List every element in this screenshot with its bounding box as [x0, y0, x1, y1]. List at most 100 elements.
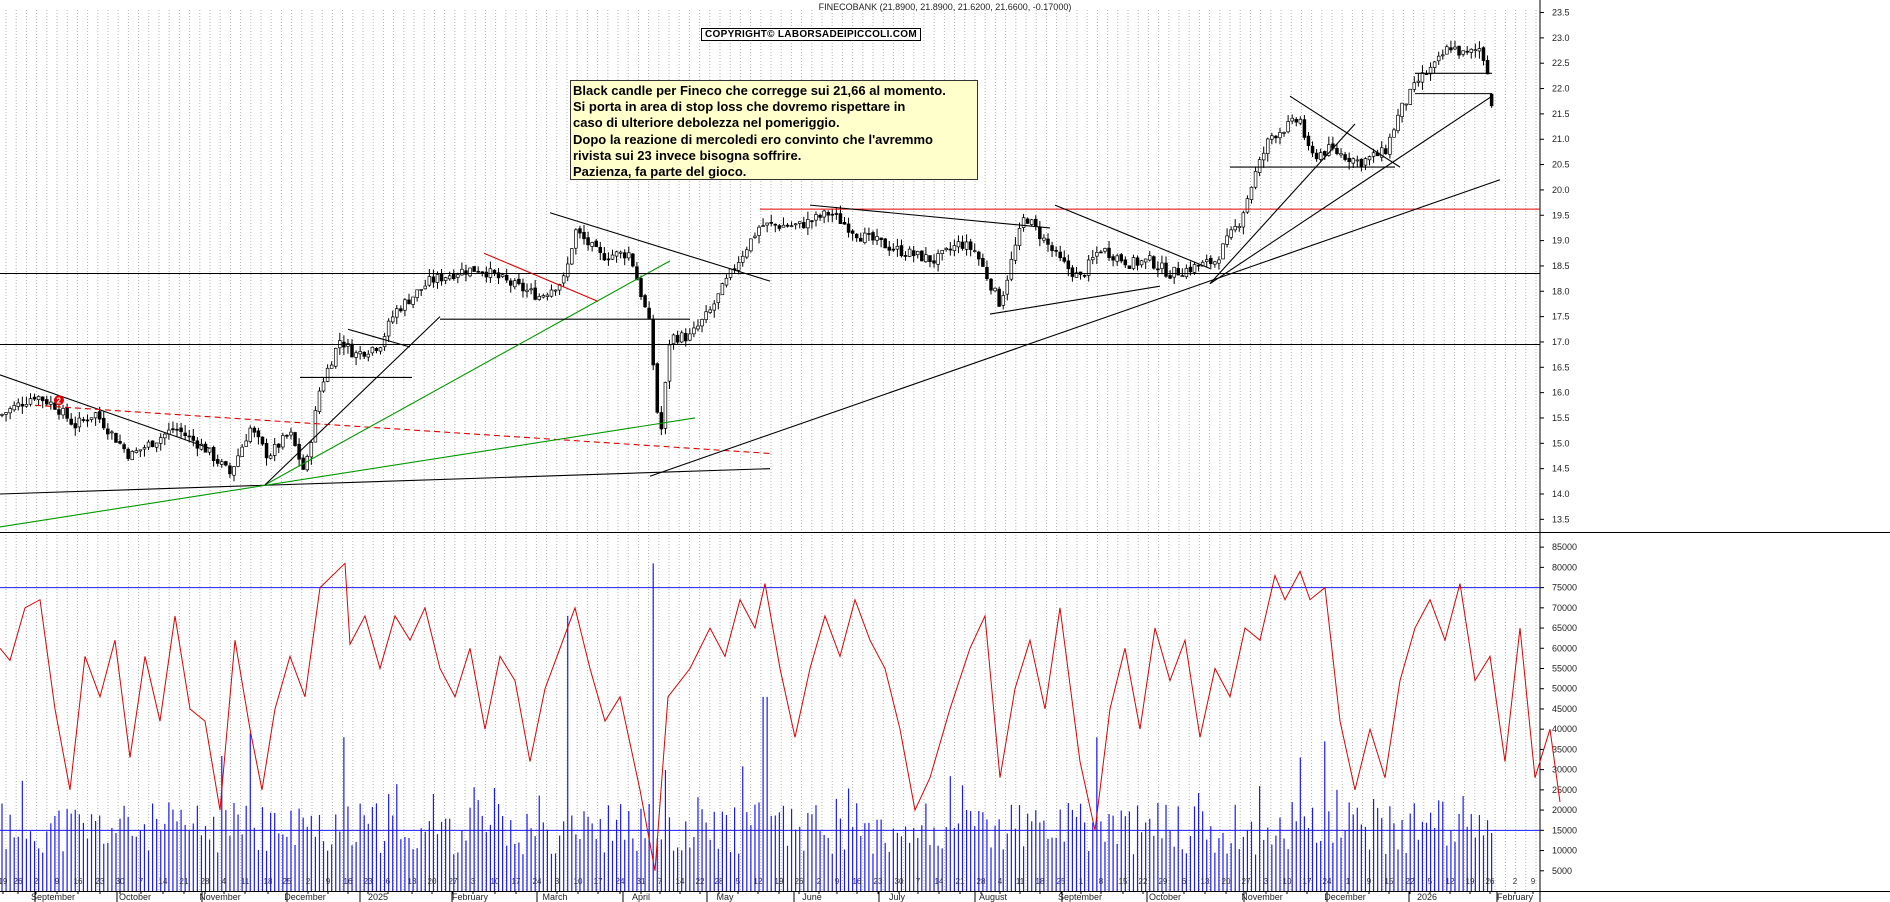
candle-body [1445, 46, 1449, 55]
trendline [989, 285, 1161, 315]
candle-body [606, 258, 611, 261]
day-label: 13 [408, 877, 417, 886]
day-label: 24 [533, 877, 542, 886]
candle-body [533, 287, 537, 300]
candle-body [1241, 212, 1246, 228]
candle-body [1253, 171, 1258, 188]
candle-body [1042, 237, 1046, 241]
candle-body [1225, 235, 1229, 245]
candle-body [228, 465, 232, 475]
price-tick-label: 15.0 [1552, 438, 1570, 448]
candle-body [688, 333, 692, 341]
candle-body [993, 287, 997, 292]
trendline [1209, 123, 1356, 285]
month-label: September [31, 892, 75, 902]
candle-body [655, 363, 660, 413]
volume-tick-label: 50000 [1552, 684, 1577, 694]
candle-body [675, 335, 680, 343]
candle-body [1180, 275, 1185, 277]
candle-body [427, 276, 432, 286]
candle-body [1127, 265, 1132, 269]
candle-body [972, 250, 977, 252]
day-label: 2 [306, 877, 311, 886]
candle-body [981, 258, 985, 267]
candle-body [1355, 159, 1360, 162]
candle-body [1119, 254, 1123, 262]
candle-body [740, 255, 745, 263]
candle-body [183, 432, 187, 436]
candle-body [1282, 132, 1286, 134]
candle-body [154, 442, 159, 448]
candle-body [1213, 261, 1217, 265]
day-label: 14 [159, 877, 168, 886]
price-tick-label: 19.5 [1552, 210, 1570, 220]
candle-body [1050, 245, 1054, 252]
candle-body [1192, 264, 1197, 273]
candle-body [911, 250, 916, 256]
candle-body [1103, 248, 1107, 252]
candle-body [49, 401, 53, 405]
candle-body [1152, 256, 1156, 269]
day-label: 24 [1323, 877, 1332, 886]
candle-body [830, 213, 835, 216]
candle-body [582, 231, 586, 240]
candle-body [1029, 219, 1034, 225]
candle-body [1017, 228, 1022, 246]
candle-body [903, 255, 908, 257]
candle-body [789, 225, 794, 227]
candle-body [769, 222, 773, 224]
candle-body [696, 325, 700, 330]
candle-body [1302, 119, 1307, 138]
candle-body [818, 214, 822, 218]
candle-body [1314, 152, 1319, 160]
day-label: 25 [283, 877, 292, 886]
candle-body [476, 270, 480, 273]
candle-body [1200, 261, 1205, 267]
trendline [0, 417, 696, 528]
candle-body [411, 296, 415, 305]
candle-body [899, 245, 904, 257]
month-label: May [716, 892, 734, 902]
candle-body [895, 245, 900, 250]
candle-body [940, 250, 944, 254]
day-label: 1 [1346, 877, 1351, 886]
candle-body [879, 237, 883, 241]
trendline [809, 204, 1051, 229]
day-label: 4 [998, 877, 1003, 886]
candle-body [175, 428, 179, 431]
trendline [1054, 204, 1211, 269]
candle-body [321, 381, 326, 392]
price-tick-label: 16.0 [1552, 388, 1570, 398]
candle-body [199, 443, 204, 450]
candle-body [1396, 114, 1400, 132]
day-label: 18 [264, 877, 273, 886]
candle-body [1347, 157, 1351, 162]
candle-body [1286, 121, 1290, 133]
candle-body [793, 223, 798, 226]
day-label: 9 [1531, 877, 1536, 886]
candle-body [65, 407, 69, 419]
day-label: 22 [696, 877, 705, 886]
candle-body [106, 428, 110, 435]
month-label: December [1324, 892, 1366, 902]
candle-body [1457, 45, 1461, 56]
candle-body [549, 289, 554, 297]
trendline [549, 212, 771, 282]
candle-body [814, 214, 818, 221]
month-label: November [1241, 892, 1283, 902]
candle-body [977, 251, 981, 260]
month-label: August [979, 892, 1008, 902]
month-label: June [802, 892, 822, 902]
day-label: 26 [1486, 877, 1495, 886]
candle-body [822, 210, 826, 218]
candle-body [1294, 119, 1299, 123]
comment-box: Black candle per Fineco che corregge sui… [570, 80, 978, 180]
day-label: 30 [116, 877, 125, 886]
day-label: 23 [96, 877, 105, 886]
day-label: 3 [1264, 877, 1269, 886]
day-label: 25 [1057, 877, 1066, 886]
candle-body [907, 248, 912, 257]
candle-body [40, 396, 45, 402]
